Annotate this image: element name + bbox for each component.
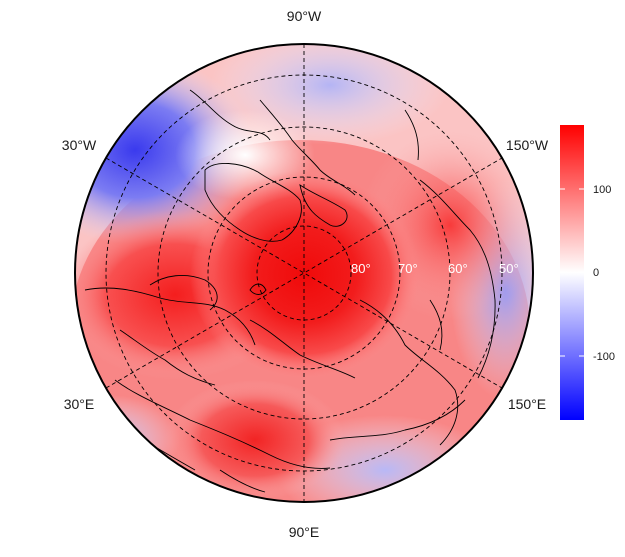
longitude-label-90e: 90°E (289, 524, 320, 540)
colorbar-tick-0: 0 (593, 267, 599, 279)
longitude-label-30w: 30°W (62, 137, 97, 153)
map-boundary (74, 43, 534, 503)
longitude-labels: 90°W 30°W 150°W 30°E 150°E 90°E (62, 8, 549, 540)
anomaly-field (75, 44, 533, 502)
latitude-label-80: 80° (351, 261, 371, 276)
latitude-label-60: 60° (448, 261, 468, 276)
colorbar: 100 0 -100 (560, 125, 615, 420)
coastlines (84, 89, 496, 493)
latitude-labels: 80° 70° 60° 50° (351, 261, 519, 276)
latitude-label-70: 70° (398, 261, 418, 276)
longitude-label-30e: 30°E (64, 396, 95, 412)
graticule (105, 44, 503, 502)
colorbar-tick-neg100: -100 (593, 351, 615, 363)
longitude-label-90w: 90°W (287, 8, 322, 24)
longitude-label-150e: 150°E (508, 396, 546, 412)
longitude-label-150w: 150°W (506, 137, 549, 153)
latitude-label-50: 50° (499, 261, 519, 276)
colorbar-tick-100: 100 (593, 184, 611, 196)
